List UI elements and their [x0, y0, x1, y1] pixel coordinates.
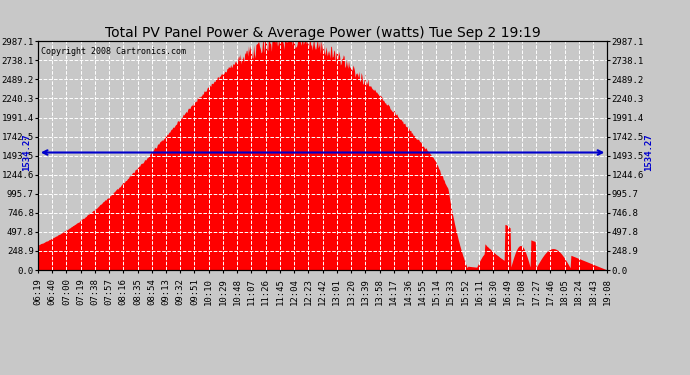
Text: 1534.27: 1534.27: [22, 134, 31, 171]
Text: Copyright 2008 Cartronics.com: Copyright 2008 Cartronics.com: [41, 47, 186, 56]
Title: Total PV Panel Power & Average Power (watts) Tue Sep 2 19:19: Total PV Panel Power & Average Power (wa…: [105, 26, 540, 40]
Text: 1534.27: 1534.27: [644, 134, 653, 171]
